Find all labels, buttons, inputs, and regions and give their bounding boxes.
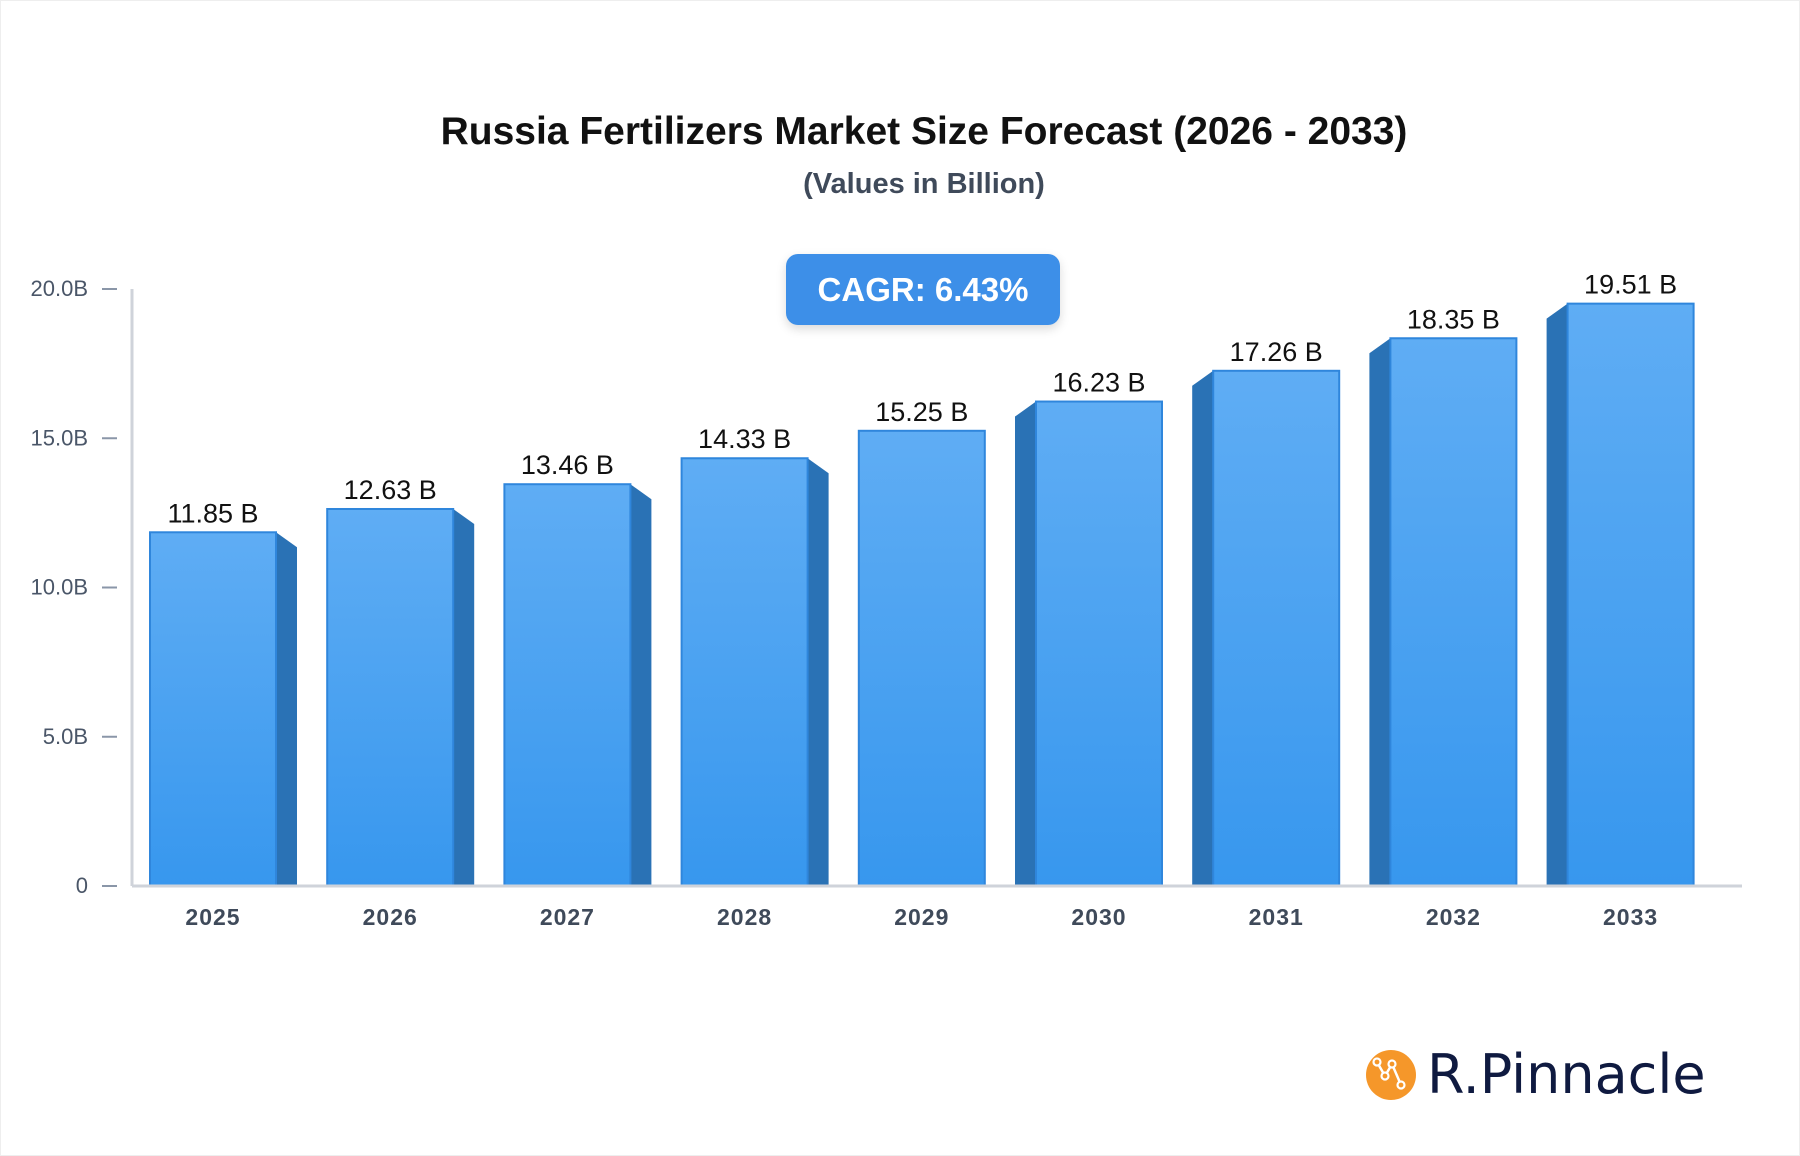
x-tick-label: 2028 [717, 904, 772, 930]
y-tick-label: 20.0B [31, 276, 89, 301]
y-tick-label: 0 [76, 873, 88, 898]
x-tick-label: 2026 [363, 904, 418, 930]
bar [503, 483, 632, 887]
bar-side [1015, 401, 1036, 886]
y-tick-label: 5.0B [43, 724, 88, 749]
x-tick-label: 2030 [1071, 904, 1126, 930]
bar [680, 457, 809, 887]
data-label: 13.46 B [521, 450, 614, 480]
chart-subtitle: (Values in Billion) [803, 168, 1045, 200]
data-label: 14.33 B [698, 424, 791, 454]
bar [1035, 400, 1163, 887]
bar [326, 507, 455, 887]
data-label: 11.85 B [167, 498, 258, 528]
bar-side [276, 532, 297, 886]
data-label: 16.23 B [1052, 368, 1145, 398]
bar-side [1369, 338, 1391, 886]
brand-logo: R.Pinnacle [1365, 1043, 1706, 1106]
data-label: 17.26 B [1230, 337, 1323, 367]
bar [149, 531, 277, 888]
data-label: 19.51 B [1584, 270, 1677, 300]
bar-side [453, 508, 475, 886]
bar-side [1192, 370, 1214, 886]
bar-side [807, 458, 829, 886]
x-tick-label: 2033 [1603, 904, 1658, 930]
bar-side [1546, 303, 1568, 887]
cagr-badge: CAGR: 6.43% [786, 254, 1060, 325]
x-tick-label: 2027 [540, 904, 595, 930]
bar-side [630, 484, 652, 886]
brand-icon [1366, 1049, 1416, 1100]
data-label: 12.63 B [344, 475, 437, 505]
data-label: 18.35 B [1407, 304, 1500, 334]
y-tick-label: 15.0B [31, 425, 89, 450]
chart-title: Russia Fertilizers Market Size Forecast … [440, 110, 1408, 153]
x-tick-label: 2032 [1426, 904, 1481, 930]
data-label: 15.25 B [875, 397, 968, 427]
y-tick-label: 10.0B [31, 575, 89, 600]
brand-name: R.Pinnacle [1427, 1043, 1706, 1106]
x-tick-label: 2029 [894, 904, 949, 930]
bar [1212, 369, 1341, 887]
bar [1389, 337, 1518, 887]
x-tick-label: 2031 [1249, 904, 1304, 930]
bar [857, 429, 986, 887]
x-tick-label: 2025 [185, 904, 240, 930]
bar [1566, 302, 1695, 887]
